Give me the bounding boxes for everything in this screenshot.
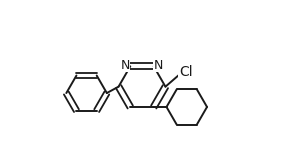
Text: Cl: Cl [179,65,193,79]
Text: N: N [154,59,163,72]
Text: N: N [120,59,130,72]
